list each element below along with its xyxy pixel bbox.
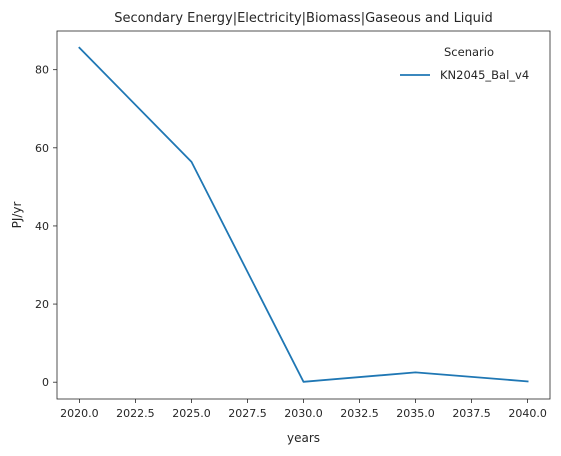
y-tick-label: 0 bbox=[42, 376, 49, 389]
y-axis-label: PJ/yr bbox=[10, 202, 24, 229]
y-tick-label: 40 bbox=[35, 220, 49, 233]
y-tick-label: 20 bbox=[35, 298, 49, 311]
x-axis: 2020.0 2022.5 2025.0 2027.5 2030.0 2032.5 2035… bbox=[60, 399, 547, 420]
series-line-0 bbox=[78, 46, 529, 383]
x-tick-label: 2037.5 bbox=[452, 407, 491, 420]
chart-title: Secondary Energy|Electricity|Biomass|Gas… bbox=[114, 11, 493, 26]
x-tick-label: 2020.0 bbox=[60, 407, 99, 420]
legend-title: Scenario bbox=[444, 45, 494, 59]
y-axis: 0 20 40 60 80 bbox=[35, 64, 57, 389]
legend-entry-label: KN2045_Bal_v4 bbox=[440, 68, 529, 82]
x-tick-label: 2022.5 bbox=[116, 407, 155, 420]
x-tick-label: 2025.0 bbox=[172, 407, 211, 420]
y-tick-label: 80 bbox=[35, 64, 49, 77]
x-tick-label: 2027.5 bbox=[228, 407, 267, 420]
y-tick-label: 60 bbox=[35, 142, 49, 155]
x-tick-label: 2040.0 bbox=[508, 407, 547, 420]
legend: Scenario KN2045_Bal_v4 bbox=[400, 45, 529, 82]
x-axis-label: years bbox=[287, 431, 320, 445]
x-tick-label: 2035.0 bbox=[396, 407, 435, 420]
series-layer bbox=[78, 46, 529, 383]
x-tick-label: 2030.0 bbox=[284, 407, 323, 420]
x-tick-label: 2032.5 bbox=[340, 407, 379, 420]
